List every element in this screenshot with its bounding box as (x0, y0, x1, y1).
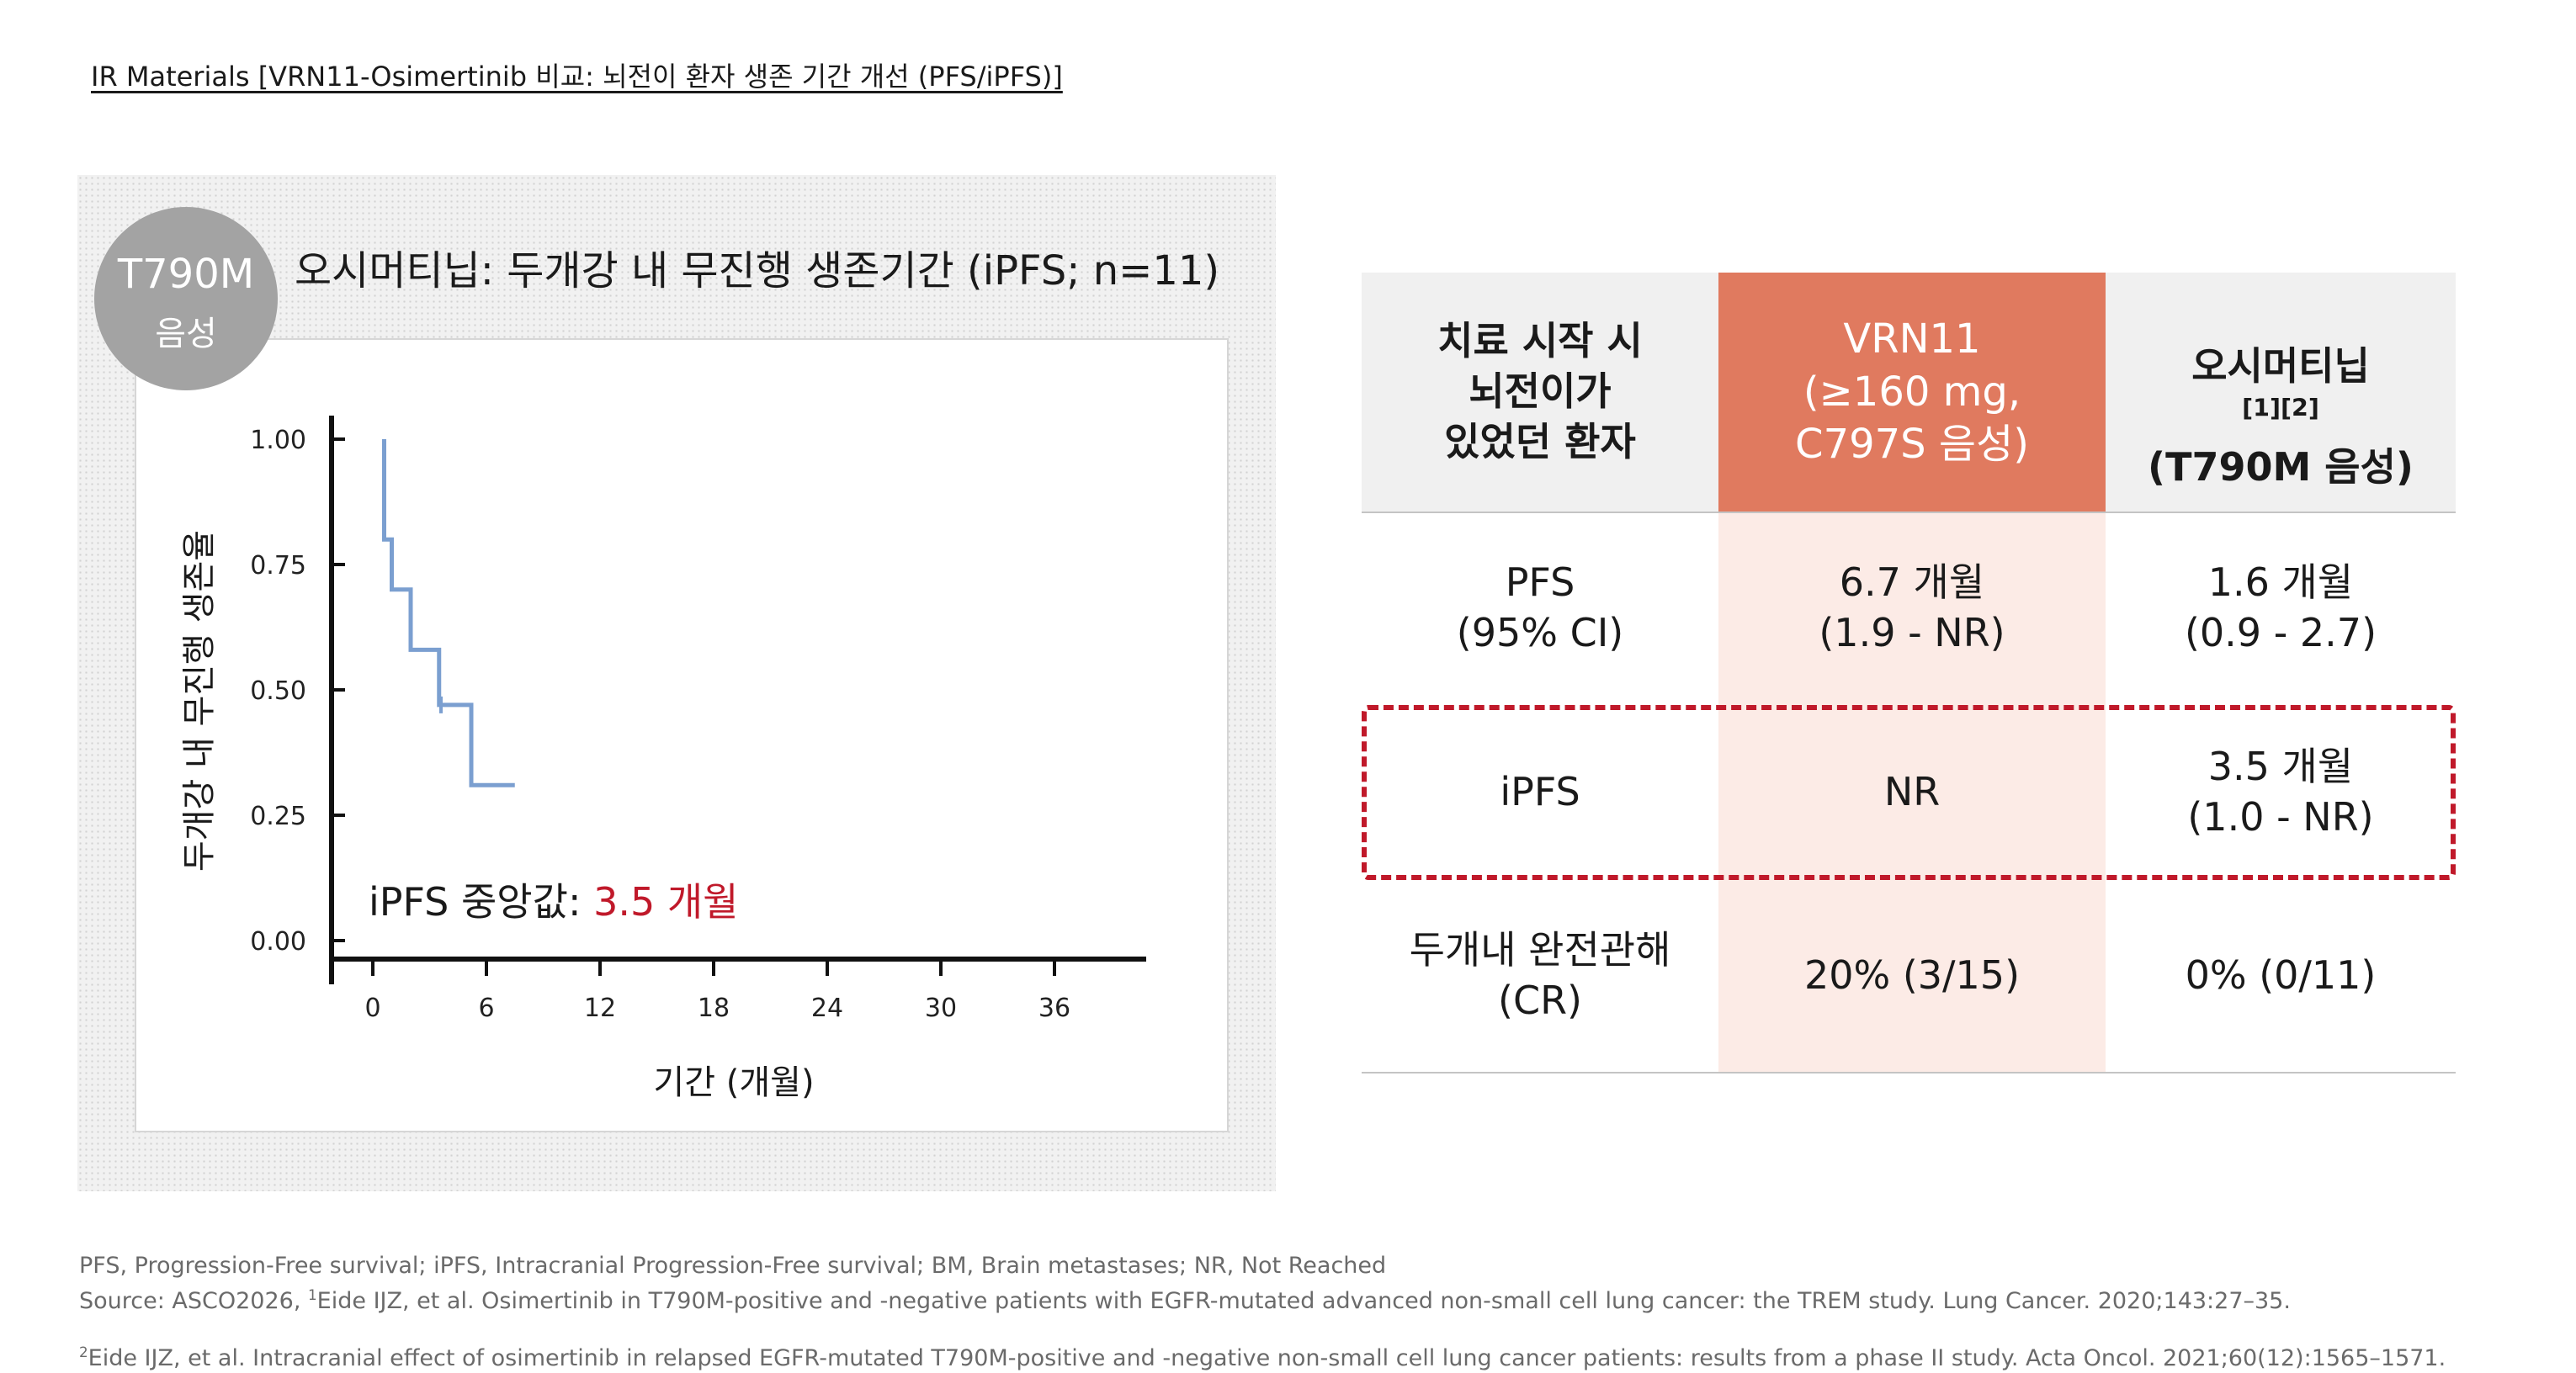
row-ipfs-osimertinib: 3.5 개월 (1.0 - NR) (2187, 744, 2374, 840)
y-tick-label: 0.50 (250, 676, 306, 706)
badge-status-label: 음성 (155, 315, 217, 353)
row-ipfs-vrn11: NR (1883, 769, 1941, 815)
page-title: IR Materials [VRN11-Osimertinib 비교: 뇌전이 … (91, 61, 1063, 93)
chart-panel: T790M 음성 오시머티닙: 두개강 내 무진행 생존기간 (iPFS; n=… (77, 175, 1276, 1191)
footnote-source-1: Source: ASCO2026, 1Eide IJZ, et al. Osim… (79, 1280, 2446, 1316)
row-pfs-vrn11: 6.7 개월 (1.9 - NR) (1819, 559, 2005, 655)
header-bg-label (1362, 273, 1718, 512)
footnote-source-1-text: Eide IJZ, et al. Osimertinib in T790M-po… (316, 1288, 2291, 1314)
row-pfs-osimertinib: 1.6 개월 (0.9 - 2.7) (2184, 559, 2377, 655)
footnote-source-2-text: Eide IJZ, et al. Intracranial effect of … (88, 1345, 2446, 1371)
x-tick-label: 18 (698, 994, 730, 1023)
chart-title: 오시머티닙: 두개강 내 무진행 생존기간 (iPFS; n=11) (295, 247, 1220, 294)
header-osimertinib-name-line: 오시머티닙 [1][2] (2191, 291, 2370, 442)
y-axis-title: 두개강 내 무진행 생존율 (180, 530, 219, 872)
y-tick-label: 0.25 (250, 802, 306, 831)
x-tick-label: 36 (1038, 994, 1070, 1023)
footnote-ref-2: 2 (79, 1344, 88, 1360)
y-tick-label: 0.00 (250, 927, 306, 957)
header-osimertinib: 오시머티닙 [1][2] (T790M 음성) (2106, 273, 2456, 512)
x-tick-label: 30 (925, 994, 957, 1023)
comparison-table: 치료 시작 시 뇌전이가 있었던 환자 VRN11 (≥160 mg, C797… (1362, 273, 2456, 1073)
median-annotation: iPFS 중앙값: 3.5 개월 (369, 879, 739, 925)
x-tick-label: 0 (364, 994, 380, 1023)
header-osimertinib-name: 오시머티닙 (2191, 343, 2370, 390)
x-tick-label: 6 (478, 994, 494, 1023)
km-curve-chart: 1.00 0.75 0.50 0.25 0.00 0 6 12 18 24 30 36 기간 (개월) 두… (180, 416, 1146, 1102)
footnote-source-2: 2Eide IJZ, et al. Intracranial effect of… (79, 1338, 2446, 1373)
row-cr-label: 두개내 완전관해 (CR) (1409, 927, 1671, 1023)
header-osimertinib-refs: [1][2] (2242, 394, 2319, 422)
x-tick-label: 12 (584, 994, 616, 1023)
median-annotation-label: iPFS 중앙값: (369, 879, 593, 925)
footnote-source-prefix: Source: ASCO2026, (79, 1288, 309, 1314)
km-step-curve (382, 439, 515, 787)
median-annotation-value: 3.5 개월 (593, 879, 738, 925)
header-label: 치료 시작 시 뇌전이가 있었던 환자 (1437, 318, 1643, 464)
x-axis-title: 기간 (개월) (653, 1063, 814, 1102)
y-tick-label: 1.00 (250, 426, 306, 455)
footnote-spacer (79, 1316, 2446, 1338)
t790m-badge: T790M 음성 (94, 207, 278, 390)
header-bg-vrn11 (1718, 273, 2106, 512)
footnote-ref-1: 1 (308, 1286, 317, 1303)
row-divider (1362, 512, 2456, 513)
header-vrn11: VRN11 (≥160 mg, C797S 음성) (1795, 315, 2029, 469)
vrn11-column-bg (1718, 512, 2106, 1072)
y-tick-label: 0.75 (250, 551, 306, 580)
row-pfs-label: PFS (95% CI) (1456, 559, 1624, 655)
row-cr-vrn11: 20% (3/15) (1803, 952, 2021, 999)
x-tick-label: 24 (811, 994, 843, 1023)
header-bg-osimertinib (2106, 273, 2456, 512)
badge-mutation-label: T790M (117, 251, 255, 298)
header-osimertinib-sub: (T790M 음성) (2148, 443, 2414, 490)
chart-card (135, 338, 1229, 1132)
ipfs-highlight-box (1362, 705, 2456, 880)
footnotes: PFS, Progression-Free survival; iPFS, In… (79, 1252, 2446, 1373)
row-divider (1362, 1072, 2456, 1073)
row-ipfs-label: iPFS (1500, 769, 1580, 815)
row-cr-osimertinib: 0% (0/11) (2185, 952, 2377, 999)
footnote-abbreviations: PFS, Progression-Free survival; iPFS, In… (79, 1253, 1387, 1279)
